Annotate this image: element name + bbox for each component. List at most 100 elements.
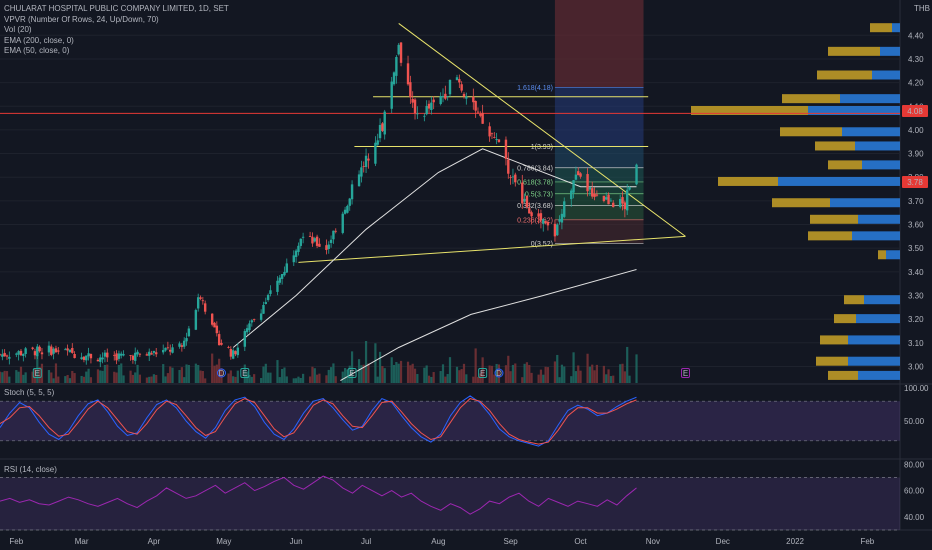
volume-bar — [560, 364, 564, 383]
volume-bar — [635, 354, 638, 383]
vp-up-bar — [778, 176, 900, 186]
volume-bar — [381, 366, 384, 383]
volume-bar — [455, 366, 459, 383]
fib-band — [554, 87, 644, 147]
ema50-legend[interactable]: EMA (50, close, 0) — [4, 46, 70, 55]
volume-bar — [281, 369, 284, 383]
volume-bar — [528, 365, 531, 383]
volume-bar — [103, 365, 107, 383]
candle-body — [572, 180, 575, 193]
stoch-legend[interactable]: Stoch (5, 5, 5) — [4, 388, 55, 397]
price-label-text: 3.78 — [907, 178, 923, 187]
candle-body — [383, 111, 386, 135]
volume-bar — [593, 370, 596, 383]
price-tick-label: 3.20 — [908, 315, 924, 324]
volume-bar — [523, 363, 526, 383]
volume-bar — [309, 376, 312, 383]
candle-body — [381, 123, 384, 131]
vp-up-bar — [862, 160, 900, 170]
volume-bar — [579, 370, 582, 383]
candle-body — [465, 96, 468, 99]
candle-body — [474, 100, 477, 111]
volume-bar — [17, 371, 20, 383]
candle-body — [325, 245, 328, 251]
candle-body — [350, 184, 354, 200]
time-tick-label: Oct — [574, 537, 587, 546]
candle-body — [432, 99, 435, 103]
candle-body — [24, 348, 27, 354]
fib-level-label: 0.5(3.73) — [525, 191, 553, 198]
trendlines[interactable] — [298, 23, 686, 263]
candle-body — [82, 356, 86, 360]
volume-bar — [465, 374, 468, 383]
candle-body — [203, 303, 207, 312]
candle-body — [201, 300, 205, 302]
rsi-legend[interactable]: RSI (14, close) — [4, 465, 57, 474]
volume-bar — [38, 367, 41, 383]
event-marker-label: E — [683, 369, 688, 378]
candle-body — [283, 271, 286, 276]
candle-body — [278, 277, 281, 283]
candle-body — [22, 353, 25, 356]
volume-bar — [390, 357, 393, 383]
volume-bar — [364, 341, 368, 383]
candle-body — [460, 84, 463, 91]
fibonacci-retracement[interactable]: 1.618(4.18)1(3.93)0.786(3.84)0.618(3.78)… — [517, 0, 644, 248]
candle-body — [297, 245, 300, 252]
candle-body — [217, 334, 221, 346]
candle-body — [3, 352, 6, 357]
volume-bar — [383, 368, 386, 383]
volume-bar — [444, 376, 447, 383]
volume-bar — [595, 364, 598, 383]
candle-body — [621, 197, 624, 204]
volume-bar — [460, 369, 463, 383]
symbol-title[interactable]: CHULARAT HOSPITAL PUBLIC COMPANY LIMITED… — [4, 4, 229, 13]
event-marker — [478, 368, 488, 378]
price-tick-label: 4.40 — [908, 31, 924, 40]
ema200-legend[interactable]: EMA (200, close, 0) — [4, 35, 74, 45]
volume-legend[interactable]: Vol (20) — [4, 25, 32, 34]
time-tick-label: Aug — [431, 537, 445, 546]
horizontal-levels[interactable] — [0, 96, 900, 147]
volume-bar — [73, 373, 76, 383]
candle-body — [54, 348, 58, 353]
candle-body — [311, 236, 314, 244]
vpvr-legend[interactable]: VPVR (Number Of Rows, 24, Up/Down, 70) — [4, 14, 159, 24]
candle-body — [593, 193, 596, 197]
candle-body — [131, 355, 135, 360]
volume-bar — [250, 376, 253, 383]
volume-bar — [89, 377, 93, 383]
volume-bar — [166, 373, 169, 383]
volume-bar — [267, 372, 270, 383]
event-marker — [32, 368, 42, 378]
candle-body — [85, 355, 88, 361]
candle-body — [425, 105, 428, 115]
volume-bar — [572, 352, 575, 383]
volume-bar — [199, 370, 202, 383]
candle-body — [96, 359, 100, 362]
volume-bar — [1, 372, 4, 383]
candle-body — [376, 140, 379, 145]
candle-body — [563, 201, 566, 217]
volume-bar — [586, 353, 589, 383]
time-axis[interactable]: Feb Mar Apr May Jun Jul Aug Sep Oct Nov Dec 2022 Feb — [9, 537, 874, 546]
candle-body — [423, 115, 426, 117]
price-axis[interactable]: 4.404.304.204.104.003.903.803.703.603.50… — [902, 4, 930, 371]
volume-bar — [479, 373, 482, 383]
candle-body — [507, 159, 510, 174]
volume-bar — [591, 364, 594, 383]
fib-band — [554, 219, 644, 244]
candle-body — [68, 349, 72, 353]
candle-body — [553, 223, 557, 237]
candle-body — [180, 345, 184, 347]
volume-bar — [101, 370, 104, 383]
volume-bar — [269, 372, 272, 383]
volume-bar — [539, 369, 543, 383]
volume-bar — [507, 355, 510, 383]
volume-bar — [350, 351, 354, 383]
volume-bar — [197, 365, 200, 383]
candle-body — [31, 347, 34, 349]
